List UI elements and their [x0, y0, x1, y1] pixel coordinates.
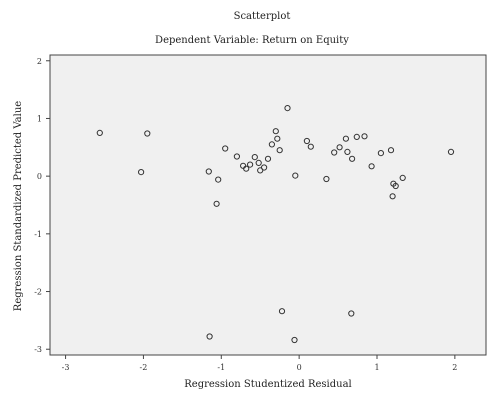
y-axis-label: Regression Standardized Predicted Value	[13, 101, 24, 311]
data-point	[361, 133, 368, 140]
data-point	[272, 128, 279, 135]
x-axis-label: Regression Studentized Residual	[184, 379, 351, 390]
data-point	[344, 148, 351, 155]
x-axis: -3 -2 -1 0 1 2	[62, 355, 457, 372]
data-point	[96, 129, 103, 136]
data-point	[342, 135, 349, 142]
x-tick-label: 2	[452, 363, 457, 372]
data-point	[264, 155, 272, 162]
data-point	[261, 164, 268, 171]
data-point	[276, 147, 283, 154]
y-tick-label: -1	[34, 230, 42, 239]
data-point	[336, 144, 343, 151]
data-point	[353, 133, 360, 140]
y-tick-label: 2	[37, 57, 42, 66]
x-tick-label: -3	[62, 363, 70, 372]
y-axis: 2 1 0 -1 -2 -3	[34, 57, 50, 354]
data-point	[323, 175, 330, 183]
y-tick-label: 0	[37, 172, 42, 181]
data-point	[392, 182, 399, 190]
x-tick-label: 0	[297, 363, 302, 372]
data-point	[213, 200, 220, 207]
data-points	[96, 105, 455, 344]
x-tick-label: 1	[374, 363, 379, 372]
data-point	[268, 141, 275, 148]
data-point	[144, 130, 151, 137]
data-point	[222, 145, 229, 152]
data-point	[274, 135, 281, 142]
plot-area	[49, 54, 487, 356]
data-point	[255, 159, 262, 166]
data-point	[278, 308, 286, 315]
x-tick-label: -1	[217, 363, 225, 372]
data-point	[243, 165, 250, 172]
data-point	[387, 147, 395, 154]
y-tick-label: -3	[34, 345, 42, 354]
data-point	[399, 174, 406, 181]
data-point	[348, 310, 355, 317]
chart-title: Scatterplot	[234, 11, 291, 22]
data-point	[292, 172, 299, 179]
data-point	[368, 163, 375, 170]
data-point	[349, 155, 356, 162]
data-point	[303, 137, 310, 145]
data-point	[138, 169, 145, 176]
data-point	[307, 143, 314, 150]
y-tick-label: 1	[37, 114, 42, 123]
data-point	[215, 176, 222, 183]
data-point	[251, 154, 258, 161]
data-point	[331, 149, 338, 156]
x-tick-label: -2	[140, 363, 148, 372]
data-point	[257, 167, 264, 174]
chart-subtitle: Dependent Variable: Return on Equity	[155, 35, 349, 46]
data-point	[206, 333, 213, 340]
data-point	[389, 193, 396, 200]
data-point	[284, 105, 291, 112]
data-point	[377, 150, 384, 157]
y-tick-label: -2	[34, 288, 42, 297]
data-point	[291, 336, 298, 344]
data-point	[233, 153, 240, 160]
data-point	[447, 148, 455, 155]
data-point	[205, 168, 212, 175]
data-point	[247, 161, 254, 168]
